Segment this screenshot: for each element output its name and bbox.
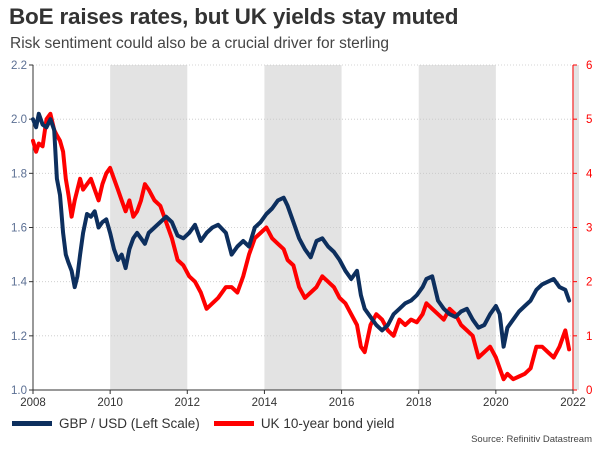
right-tick-label-2: 2 — [586, 277, 592, 289]
left-tick-label-4: 1.8 — [11, 168, 27, 180]
x-tick-label-6: 2020 — [483, 397, 509, 409]
legend-label-gbpusd: GBP / USD (Left Scale) — [59, 416, 200, 431]
shaded-period-2 — [418, 65, 496, 390]
legend-label-uk-yield: UK 10-year bond yield — [260, 416, 395, 431]
x-tick-label-3: 2014 — [252, 397, 278, 409]
x-tick-label-4: 2016 — [329, 397, 355, 409]
x-tick-label-0: 2008 — [20, 397, 46, 409]
right-tick-label-0: 0 — [586, 385, 592, 397]
x-tick-label-5: 2018 — [406, 397, 432, 409]
x-tick-label-2: 2012 — [174, 397, 200, 409]
left-tick-label-2: 1.4 — [11, 277, 28, 289]
legend-item-gbpusd: GBP / USD (Left Scale) — [12, 416, 200, 431]
right-tick-label-4: 4 — [586, 168, 593, 180]
series-line-uk-yield — [31, 111, 572, 382]
left-tick-label-0: 1.0 — [11, 385, 27, 397]
x-tick-label-7: 2022 — [560, 397, 586, 409]
legend-swatch-uk-yield — [213, 421, 254, 426]
right-tick-label-3: 3 — [586, 223, 592, 235]
x-tick-label-1: 2010 — [97, 397, 123, 409]
source-note: Source: Refinitiv Datastream — [471, 434, 592, 445]
legend-item-uk-yield: UK 10-year bond yield — [213, 416, 395, 431]
left-tick-label-5: 2.0 — [11, 114, 27, 126]
chart-title: BoE raises rates, but UK yields stay mut… — [9, 4, 459, 29]
left-tick-label-6: 2.2 — [11, 60, 27, 72]
chart-legend: GBP / USD (Left Scale) UK 10-year bond y… — [12, 416, 408, 431]
right-tick-label-6: 6 — [586, 60, 592, 72]
series-line-gbpusd — [31, 111, 572, 349]
left-tick-label-1: 1.2 — [11, 331, 27, 343]
chart-subtitle: Risk sentiment could also be a crucial d… — [10, 35, 390, 52]
left-tick-label-3: 1.6 — [11, 223, 27, 235]
right-tick-label-1: 1 — [586, 331, 592, 343]
legend-swatch-gbpusd — [12, 421, 52, 426]
right-tick-label-5: 5 — [586, 114, 592, 126]
